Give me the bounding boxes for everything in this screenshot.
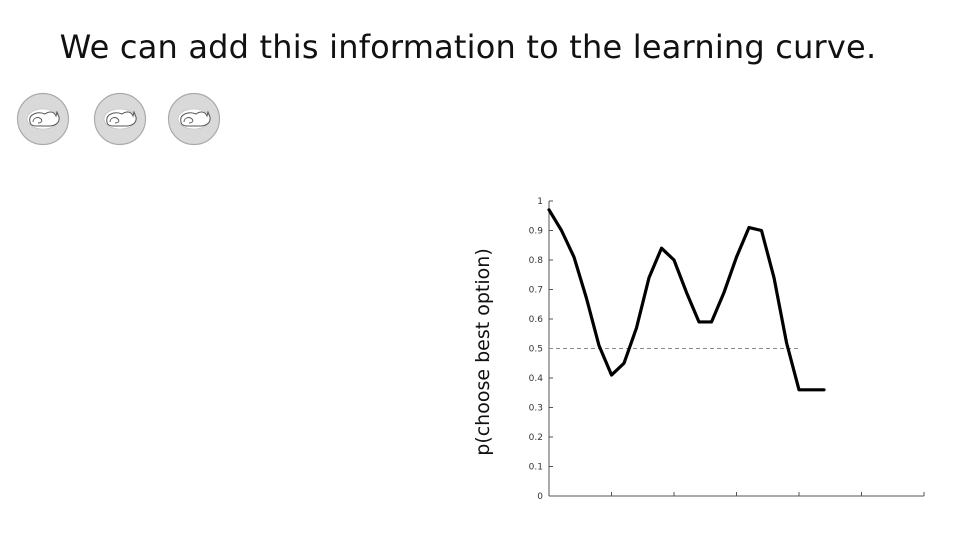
sleeping-cat-icon xyxy=(167,92,221,146)
learning-curve-line xyxy=(547,208,826,392)
y-tick-label: 0 xyxy=(537,492,543,502)
y-tick-label: 0.6 xyxy=(529,315,544,325)
y-tick-label: 0.7 xyxy=(529,286,543,296)
y-tick-label: 0.9 xyxy=(529,227,544,237)
sleeping-cat-icon xyxy=(93,92,147,146)
y-tick-label: 0.5 xyxy=(529,345,543,355)
y-tick-label: 0.4 xyxy=(529,374,544,384)
y-tick-label: 0.3 xyxy=(529,404,543,414)
y-tick-label: 0.1 xyxy=(529,463,543,473)
slide-title: We can add this information to the learn… xyxy=(59,28,877,66)
y-tick-label: 0.2 xyxy=(529,433,543,443)
y-tick-label: 1 xyxy=(537,197,543,207)
sleeping-cat-icon xyxy=(16,92,70,146)
y-tick-label: 0.8 xyxy=(529,256,544,266)
